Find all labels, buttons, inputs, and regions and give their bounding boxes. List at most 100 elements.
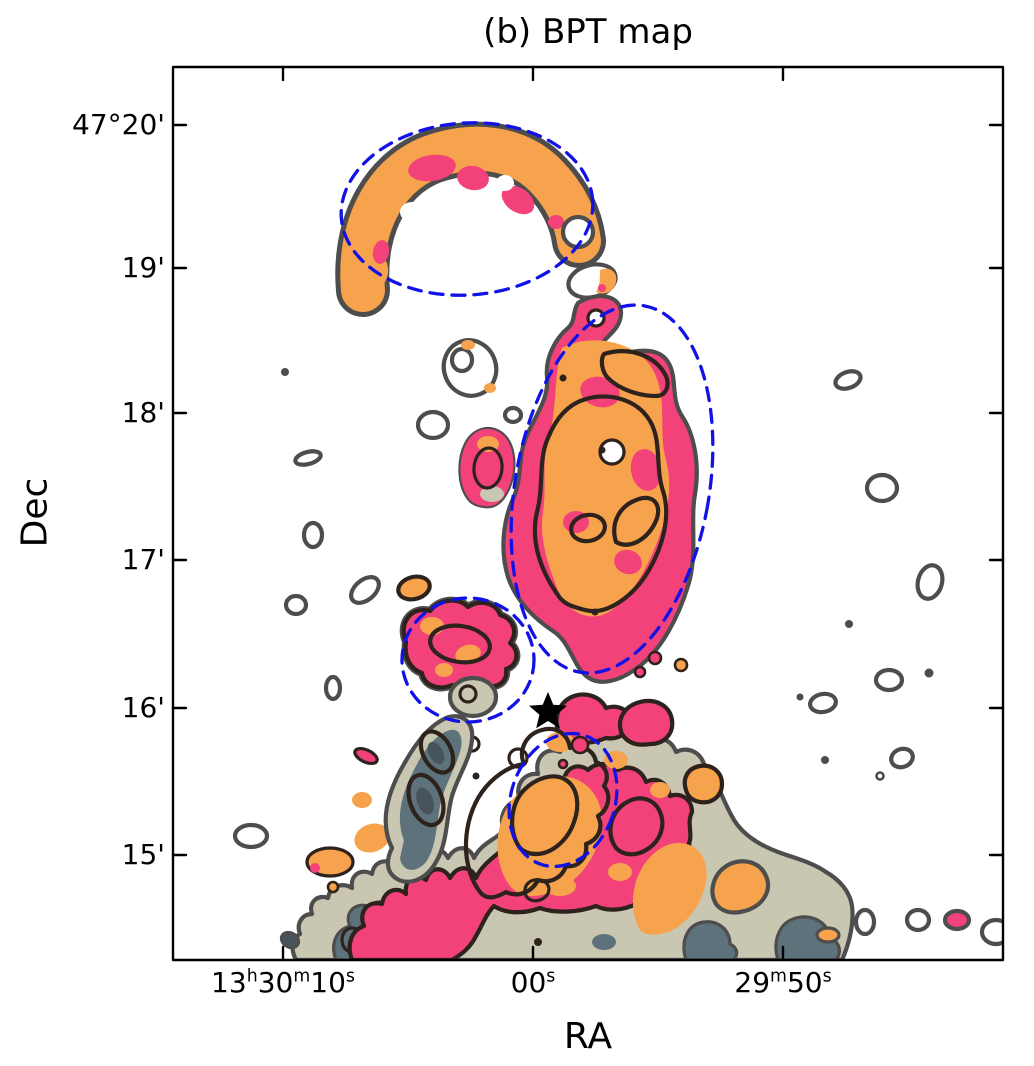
contour-dot xyxy=(924,668,934,678)
dark-small-loop xyxy=(569,512,607,544)
pink-speck xyxy=(310,863,320,873)
contour-blob xyxy=(864,472,900,504)
pink-speck xyxy=(598,284,606,292)
dark-blob xyxy=(279,930,301,950)
contour-blob xyxy=(873,667,905,693)
region-middle-plume xyxy=(458,293,699,684)
dark-ring xyxy=(458,684,478,704)
contour-dot xyxy=(281,368,289,376)
beige-patch xyxy=(480,486,504,502)
pink-speck-ringed xyxy=(570,735,590,755)
orange-patch xyxy=(435,663,453,677)
orange-speck xyxy=(484,383,496,393)
annotation-layer xyxy=(339,121,715,869)
region-slate-lane xyxy=(383,714,475,884)
pink-speck-ringed xyxy=(647,650,663,666)
pink-patch xyxy=(372,240,390,264)
contour-blob xyxy=(293,449,323,467)
y-tick-label-18: 18' xyxy=(121,396,165,429)
west-blob-pink xyxy=(460,429,514,507)
orange-filled-blob xyxy=(815,926,841,944)
pink-patch xyxy=(630,449,662,491)
y-tick-label-19: 19' xyxy=(121,251,165,284)
contour-blob xyxy=(808,691,838,715)
orange-blob-northwest xyxy=(396,574,432,602)
dark-contour-plume-loop xyxy=(532,394,669,614)
orange-band-east xyxy=(632,842,707,935)
contour-dot xyxy=(796,693,804,701)
top-ticks xyxy=(281,65,785,82)
nested-contour-lower xyxy=(406,772,446,828)
contour-blob xyxy=(979,917,1003,947)
arc-end-hook-ring xyxy=(560,214,596,250)
x-tick-label-00s: 00s xyxy=(510,966,556,999)
dark-dot xyxy=(591,608,599,616)
dark-ring xyxy=(472,446,504,490)
pink-patch xyxy=(548,215,564,229)
pink-patch xyxy=(457,165,489,191)
right-ticks xyxy=(988,123,1005,857)
contour-dot-open xyxy=(875,771,885,781)
x-tick-label-29m50s: 29m50s xyxy=(734,966,832,999)
y-tick-label-17: 17' xyxy=(121,543,165,576)
slate-patch-tiny xyxy=(592,934,616,950)
pink-filled-blob xyxy=(942,908,972,932)
contour-blob xyxy=(833,369,863,391)
left-ticks xyxy=(171,123,188,857)
contour-blob xyxy=(349,575,381,605)
dark-top-squiggle xyxy=(599,349,670,399)
star-marker xyxy=(529,692,567,729)
contour-dot xyxy=(845,620,853,628)
pink-patch xyxy=(408,154,456,182)
y-tick-label-47-20: 47°20' xyxy=(72,108,165,141)
orange-patch xyxy=(354,823,390,853)
contour-blob xyxy=(502,405,524,425)
orange-speck-ringed xyxy=(326,880,340,894)
dashed-ellipse-middle-plume xyxy=(509,303,715,675)
y-tick-label-16: 16' xyxy=(121,691,165,724)
contour-blob xyxy=(283,593,309,617)
contour-blob xyxy=(889,746,915,770)
orange-wing-southeast xyxy=(710,859,771,915)
contour-blob xyxy=(415,409,451,441)
pink-speck-ringed xyxy=(633,665,647,679)
scattered-contour-islands xyxy=(232,338,1003,950)
region-southern-complex xyxy=(290,692,855,960)
contour-blob xyxy=(232,822,270,850)
contour-blob xyxy=(915,563,945,601)
bottom-ticks xyxy=(281,945,785,962)
orange-speck-ringed xyxy=(673,657,689,673)
pink-speck-ringed xyxy=(557,758,569,770)
dark-contour-small-triangle xyxy=(523,878,551,903)
dashed-ellipse-central-region xyxy=(507,731,619,869)
region-north-arc xyxy=(335,121,618,317)
pink-patch xyxy=(501,185,535,215)
dark-contour-inner-loop xyxy=(510,774,580,857)
nested-core-lower xyxy=(416,787,434,815)
contour-blob xyxy=(904,907,932,933)
region-west-clump xyxy=(353,574,521,766)
nested-contour-upper xyxy=(418,729,456,775)
white-gap xyxy=(496,175,514,191)
x-tick-label-13h30m10s: 13h30m10s xyxy=(211,966,355,999)
dark-wedge-loop xyxy=(612,495,661,547)
orange-patch xyxy=(608,863,632,881)
dashed-ellipse-north-arc xyxy=(339,121,595,297)
contour-blob xyxy=(301,520,325,550)
contour-blob xyxy=(323,674,343,702)
x-axis-label: RA xyxy=(563,1016,613,1057)
dark-dot xyxy=(472,772,480,780)
contour-dot xyxy=(821,756,829,764)
orange-speck xyxy=(461,340,475,350)
plot-frame xyxy=(171,65,1005,962)
orange-patch xyxy=(650,782,670,798)
dashed-ellipse-west-clump xyxy=(400,596,536,724)
orange-patch xyxy=(352,792,372,808)
pink-knot-near-star xyxy=(554,692,635,746)
dark-dot xyxy=(598,446,606,454)
dark-dot xyxy=(534,938,542,946)
dark-dot xyxy=(559,374,567,382)
slate-patch-bottom-mid xyxy=(682,920,739,960)
